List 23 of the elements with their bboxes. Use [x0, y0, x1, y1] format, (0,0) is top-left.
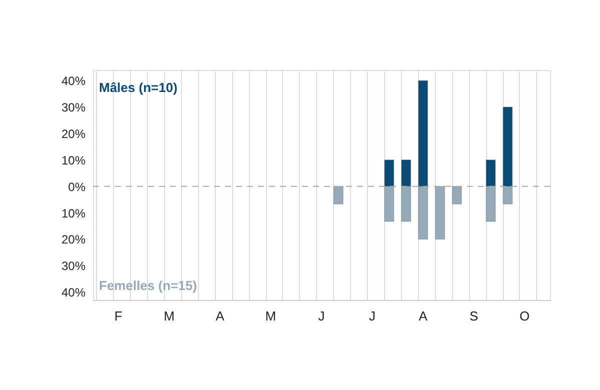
x-tick-label: J	[318, 308, 325, 324]
y-tick-label: 40%	[61, 74, 86, 88]
text: Mâles (n=10)	[99, 80, 178, 95]
x-tick-label: S	[469, 308, 478, 324]
y-tick-label: 20%	[61, 126, 86, 141]
y-tick-label: 10%	[61, 206, 86, 220]
bar	[435, 186, 445, 240]
bar	[333, 186, 344, 204]
y-tick-label: 30%	[61, 100, 86, 115]
x-tick-label: O	[520, 308, 530, 324]
x-tick-label: J	[369, 308, 376, 324]
bar	[452, 186, 462, 204]
y-tick-label: 0%	[68, 180, 86, 194]
x-tick-label: M	[164, 308, 175, 324]
y-tick-label: 10%	[61, 153, 86, 168]
y-tick-label: 40%	[61, 286, 86, 300]
y-tick-label: 30%	[61, 259, 86, 274]
x-tick-label: A	[418, 308, 428, 324]
text: Femelles (n=15)	[99, 278, 197, 293]
y-tick-label: 20%	[61, 232, 86, 247]
x-tick-label: F	[114, 308, 122, 324]
x-tick-label: M	[265, 308, 276, 324]
x-tick-label: A	[216, 308, 225, 324]
